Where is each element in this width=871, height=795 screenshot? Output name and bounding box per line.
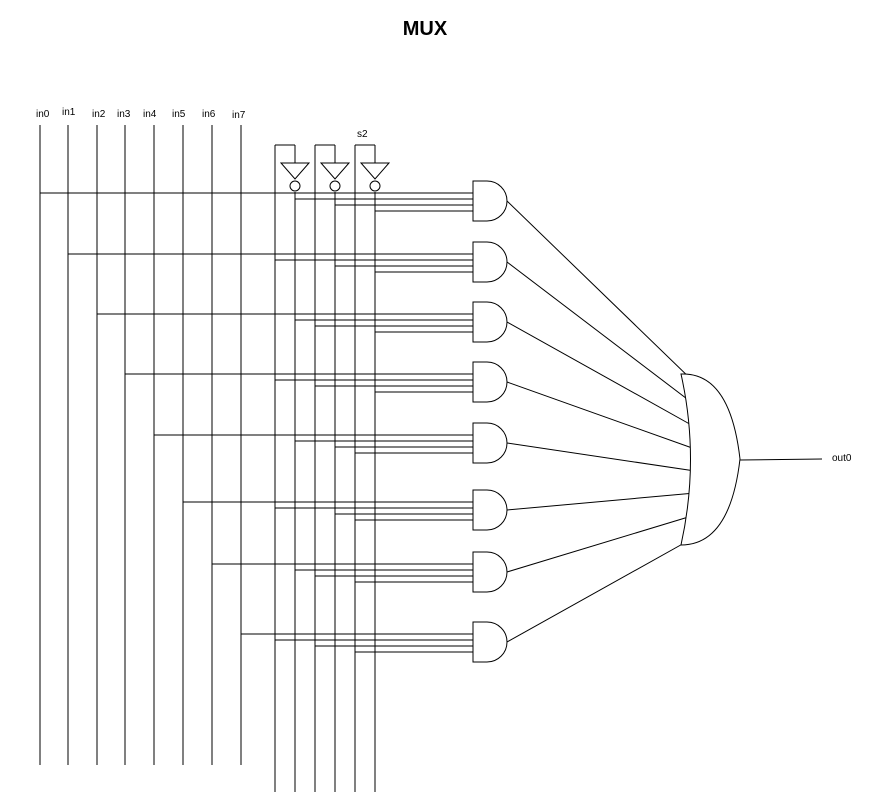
input-label-in1: in1 <box>62 107 76 118</box>
select-label-s2: s2 <box>357 129 368 140</box>
input-label-in7: in7 <box>232 110 246 121</box>
input-label-in4: in4 <box>143 109 157 120</box>
diagram-title: MUX <box>402 18 448 40</box>
input-label-in5: in5 <box>172 109 186 120</box>
and-to-or-wire <box>506 200 696 384</box>
and-to-or-wire <box>506 442 696 472</box>
and-to-or-wire <box>506 321 696 428</box>
not-gate-bubble <box>369 180 381 192</box>
not-gate <box>279 162 311 180</box>
and-gate <box>472 489 508 531</box>
not-gate-bubble <box>329 180 341 192</box>
and-to-or-wire <box>506 381 696 450</box>
and-gate <box>472 241 508 283</box>
and-gate <box>472 301 508 343</box>
not-gate-bubble <box>289 180 301 192</box>
wires <box>39 125 823 792</box>
not-gate <box>319 162 351 180</box>
and-to-or-wire <box>506 261 696 406</box>
not-gate <box>359 162 391 180</box>
output-wire <box>739 458 823 461</box>
input-label-in2: in2 <box>92 109 106 120</box>
labels: in0 in1 in2 in3 in4 in5 in6 in7 s2 out0 <box>36 107 852 464</box>
and-to-or-wire <box>506 514 696 573</box>
or-gate <box>680 373 741 546</box>
and-gate <box>472 551 508 593</box>
and-gate <box>472 361 508 403</box>
input-label-in3: in3 <box>117 109 131 120</box>
gates <box>279 162 741 663</box>
and-gate <box>472 180 508 222</box>
input-label-in6: in6 <box>202 109 216 120</box>
and-to-or-wire <box>506 492 696 511</box>
input-label-in0: in0 <box>36 109 50 120</box>
output-label-out0: out0 <box>832 453 852 464</box>
and-gate <box>472 621 508 663</box>
and-gate <box>472 422 508 464</box>
and-to-or-wire <box>506 536 696 643</box>
